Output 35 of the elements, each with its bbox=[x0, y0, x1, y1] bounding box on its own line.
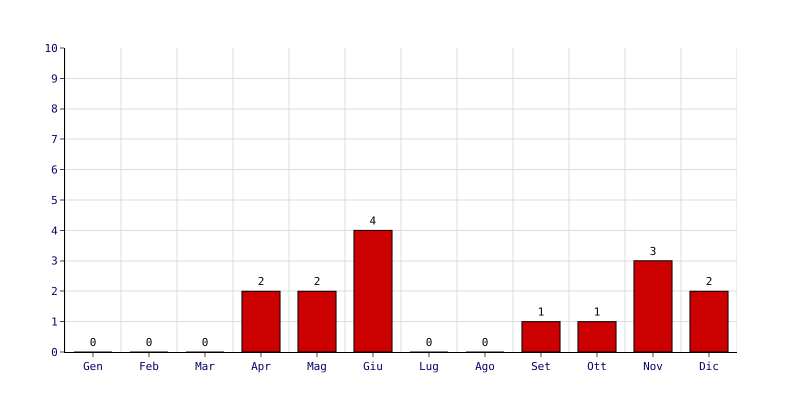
x-tick-label: Mar bbox=[195, 360, 216, 374]
y-tick-label: 7 bbox=[51, 133, 58, 146]
x-tick-label: Feb bbox=[139, 360, 159, 374]
data-label: 0 bbox=[482, 336, 488, 349]
data-label: 1 bbox=[594, 306, 600, 319]
y-tick-label: 10 bbox=[44, 42, 58, 55]
x-tick-label: Giu bbox=[363, 360, 383, 374]
data-label: 2 bbox=[706, 275, 712, 288]
y-tick-label: 8 bbox=[51, 102, 58, 116]
data-label: 0 bbox=[426, 336, 432, 349]
data-label: 4 bbox=[370, 214, 376, 228]
x-tick-label: Ago bbox=[475, 360, 495, 374]
y-tick-label: 0 bbox=[51, 346, 58, 359]
x-tick-label: Apr bbox=[251, 360, 272, 374]
x-tick-label: Lug bbox=[419, 360, 439, 374]
data-label: 0 bbox=[202, 336, 208, 349]
x-tick-label: Ott bbox=[587, 360, 607, 374]
x-tick-label: Nov bbox=[643, 360, 664, 374]
y-tick-label: 5 bbox=[51, 194, 58, 207]
y-tick-label: 4 bbox=[51, 224, 58, 238]
y-tick-label: 6 bbox=[51, 163, 58, 176]
data-label: 0 bbox=[90, 336, 96, 349]
data-label: 3 bbox=[650, 244, 656, 258]
x-tick-label: Gen bbox=[83, 360, 103, 374]
data-label: 2 bbox=[314, 275, 320, 288]
x-tick-label: Mag bbox=[307, 360, 327, 374]
y-tick-label: 2 bbox=[51, 285, 58, 298]
x-tick-label: Dic bbox=[699, 360, 719, 374]
y-tick-label: 9 bbox=[51, 72, 58, 86]
data-label: 2 bbox=[258, 275, 264, 288]
y-tick-label: 1 bbox=[51, 315, 58, 328]
y-tick-label: 3 bbox=[51, 254, 58, 268]
x-tick-label: Set bbox=[531, 360, 551, 374]
data-label: 1 bbox=[538, 306, 544, 319]
data-label: 0 bbox=[146, 336, 152, 349]
